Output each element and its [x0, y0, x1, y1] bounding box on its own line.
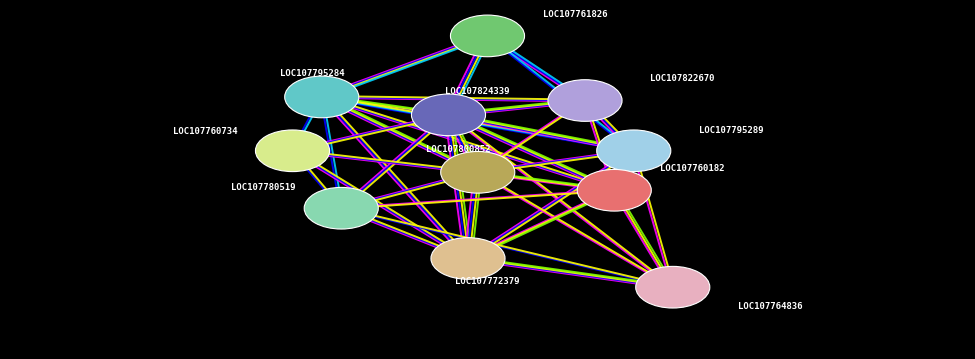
Ellipse shape	[597, 130, 671, 172]
Text: LOC107795284: LOC107795284	[280, 69, 344, 78]
Ellipse shape	[450, 15, 525, 57]
Ellipse shape	[411, 94, 486, 136]
Ellipse shape	[577, 169, 651, 211]
Ellipse shape	[255, 130, 330, 172]
Ellipse shape	[548, 80, 622, 121]
Text: LOC107760734: LOC107760734	[173, 126, 237, 136]
Ellipse shape	[441, 151, 515, 193]
Ellipse shape	[636, 266, 710, 308]
Text: LOC107764836: LOC107764836	[738, 302, 802, 312]
Text: LOC107800852: LOC107800852	[426, 145, 490, 154]
Text: LOC107761826: LOC107761826	[543, 10, 607, 19]
Text: LOC107780519: LOC107780519	[231, 183, 295, 192]
Text: LOC107824339: LOC107824339	[446, 87, 510, 96]
Text: LOC107772379: LOC107772379	[455, 277, 520, 286]
Text: LOC107795289: LOC107795289	[699, 126, 763, 135]
Text: LOC107822670: LOC107822670	[650, 74, 715, 84]
Ellipse shape	[431, 238, 505, 279]
Text: LOC107760182: LOC107760182	[660, 164, 724, 173]
Ellipse shape	[285, 76, 359, 118]
Ellipse shape	[304, 187, 378, 229]
